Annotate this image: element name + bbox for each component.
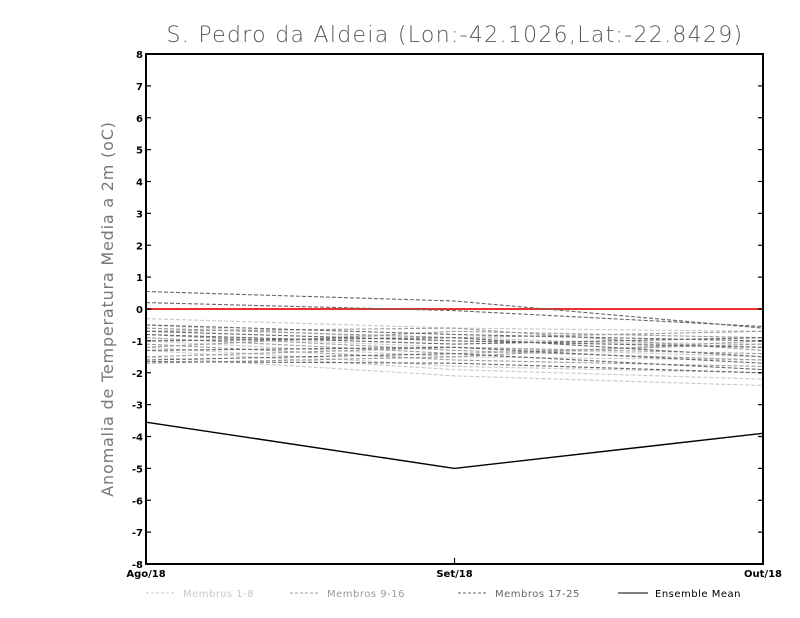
plot-frame <box>145 53 764 565</box>
y-tick-label: -7 <box>132 528 143 539</box>
member-line-g3-3 <box>145 324 764 342</box>
y-tick-label: -6 <box>132 496 143 507</box>
member-line-g3-7 <box>145 337 764 358</box>
y-tick-label: 3 <box>136 209 143 220</box>
x-tick-label: Set/18 <box>436 569 472 580</box>
y-tick-label: 0 <box>136 305 143 316</box>
x-tick-label: Ago/18 <box>126 569 165 580</box>
member-line-g2-8 <box>145 327 764 351</box>
y-tick-label: -1 <box>132 337 143 348</box>
member-line-g2-7 <box>145 340 764 364</box>
y-tick-label: 7 <box>136 82 143 93</box>
member-line-g2-2 <box>145 330 764 348</box>
y-tick-label: -3 <box>132 401 143 412</box>
member-line-g3-6 <box>145 361 764 374</box>
y-tick-label: -2 <box>132 369 143 380</box>
y-tick-label: 8 <box>136 50 143 61</box>
member-line-g3-1 <box>145 290 764 329</box>
legend-label-3: Membros 17-25 <box>495 589 580 600</box>
member-line-g3-9 <box>145 346 764 364</box>
legend-label-2: Membros 9-16 <box>327 589 405 600</box>
y-tick-label: 1 <box>136 273 143 284</box>
member-line-g1-5 <box>145 356 764 387</box>
y-tick-label: 2 <box>136 241 143 252</box>
y-tick-label: 6 <box>136 114 143 125</box>
member-line-g3-5 <box>145 353 764 371</box>
member-line-g3-4 <box>145 330 764 348</box>
legend: Membros 1-8 Membros 9-16 Membros 17-25 Ense… <box>146 589 741 600</box>
y-tick-label: 5 <box>136 146 143 157</box>
legend-label-4: Ensemble Mean <box>655 589 741 600</box>
y-axis-label: Anomalia de Temperatura Media a 2m (oC) <box>98 121 117 496</box>
ensemble-mean-line <box>145 421 764 470</box>
y-tick-label: -4 <box>132 433 143 444</box>
legend-label-1: Membros 1-8 <box>183 589 254 600</box>
y-tick-label: 4 <box>136 178 143 189</box>
x-tick-label: Out/18 <box>744 569 782 580</box>
member-line-g3-8 <box>145 333 764 345</box>
series-layer <box>145 290 764 470</box>
chart-title: S. Pedro da Aldeia (Lon:-42.1026,Lat:-22… <box>167 23 744 48</box>
y-tick-label: -5 <box>132 464 143 475</box>
member-line-g3-2 <box>145 302 764 328</box>
y-tick-label: -8 <box>132 560 143 571</box>
member-line-g1-4 <box>145 349 764 380</box>
